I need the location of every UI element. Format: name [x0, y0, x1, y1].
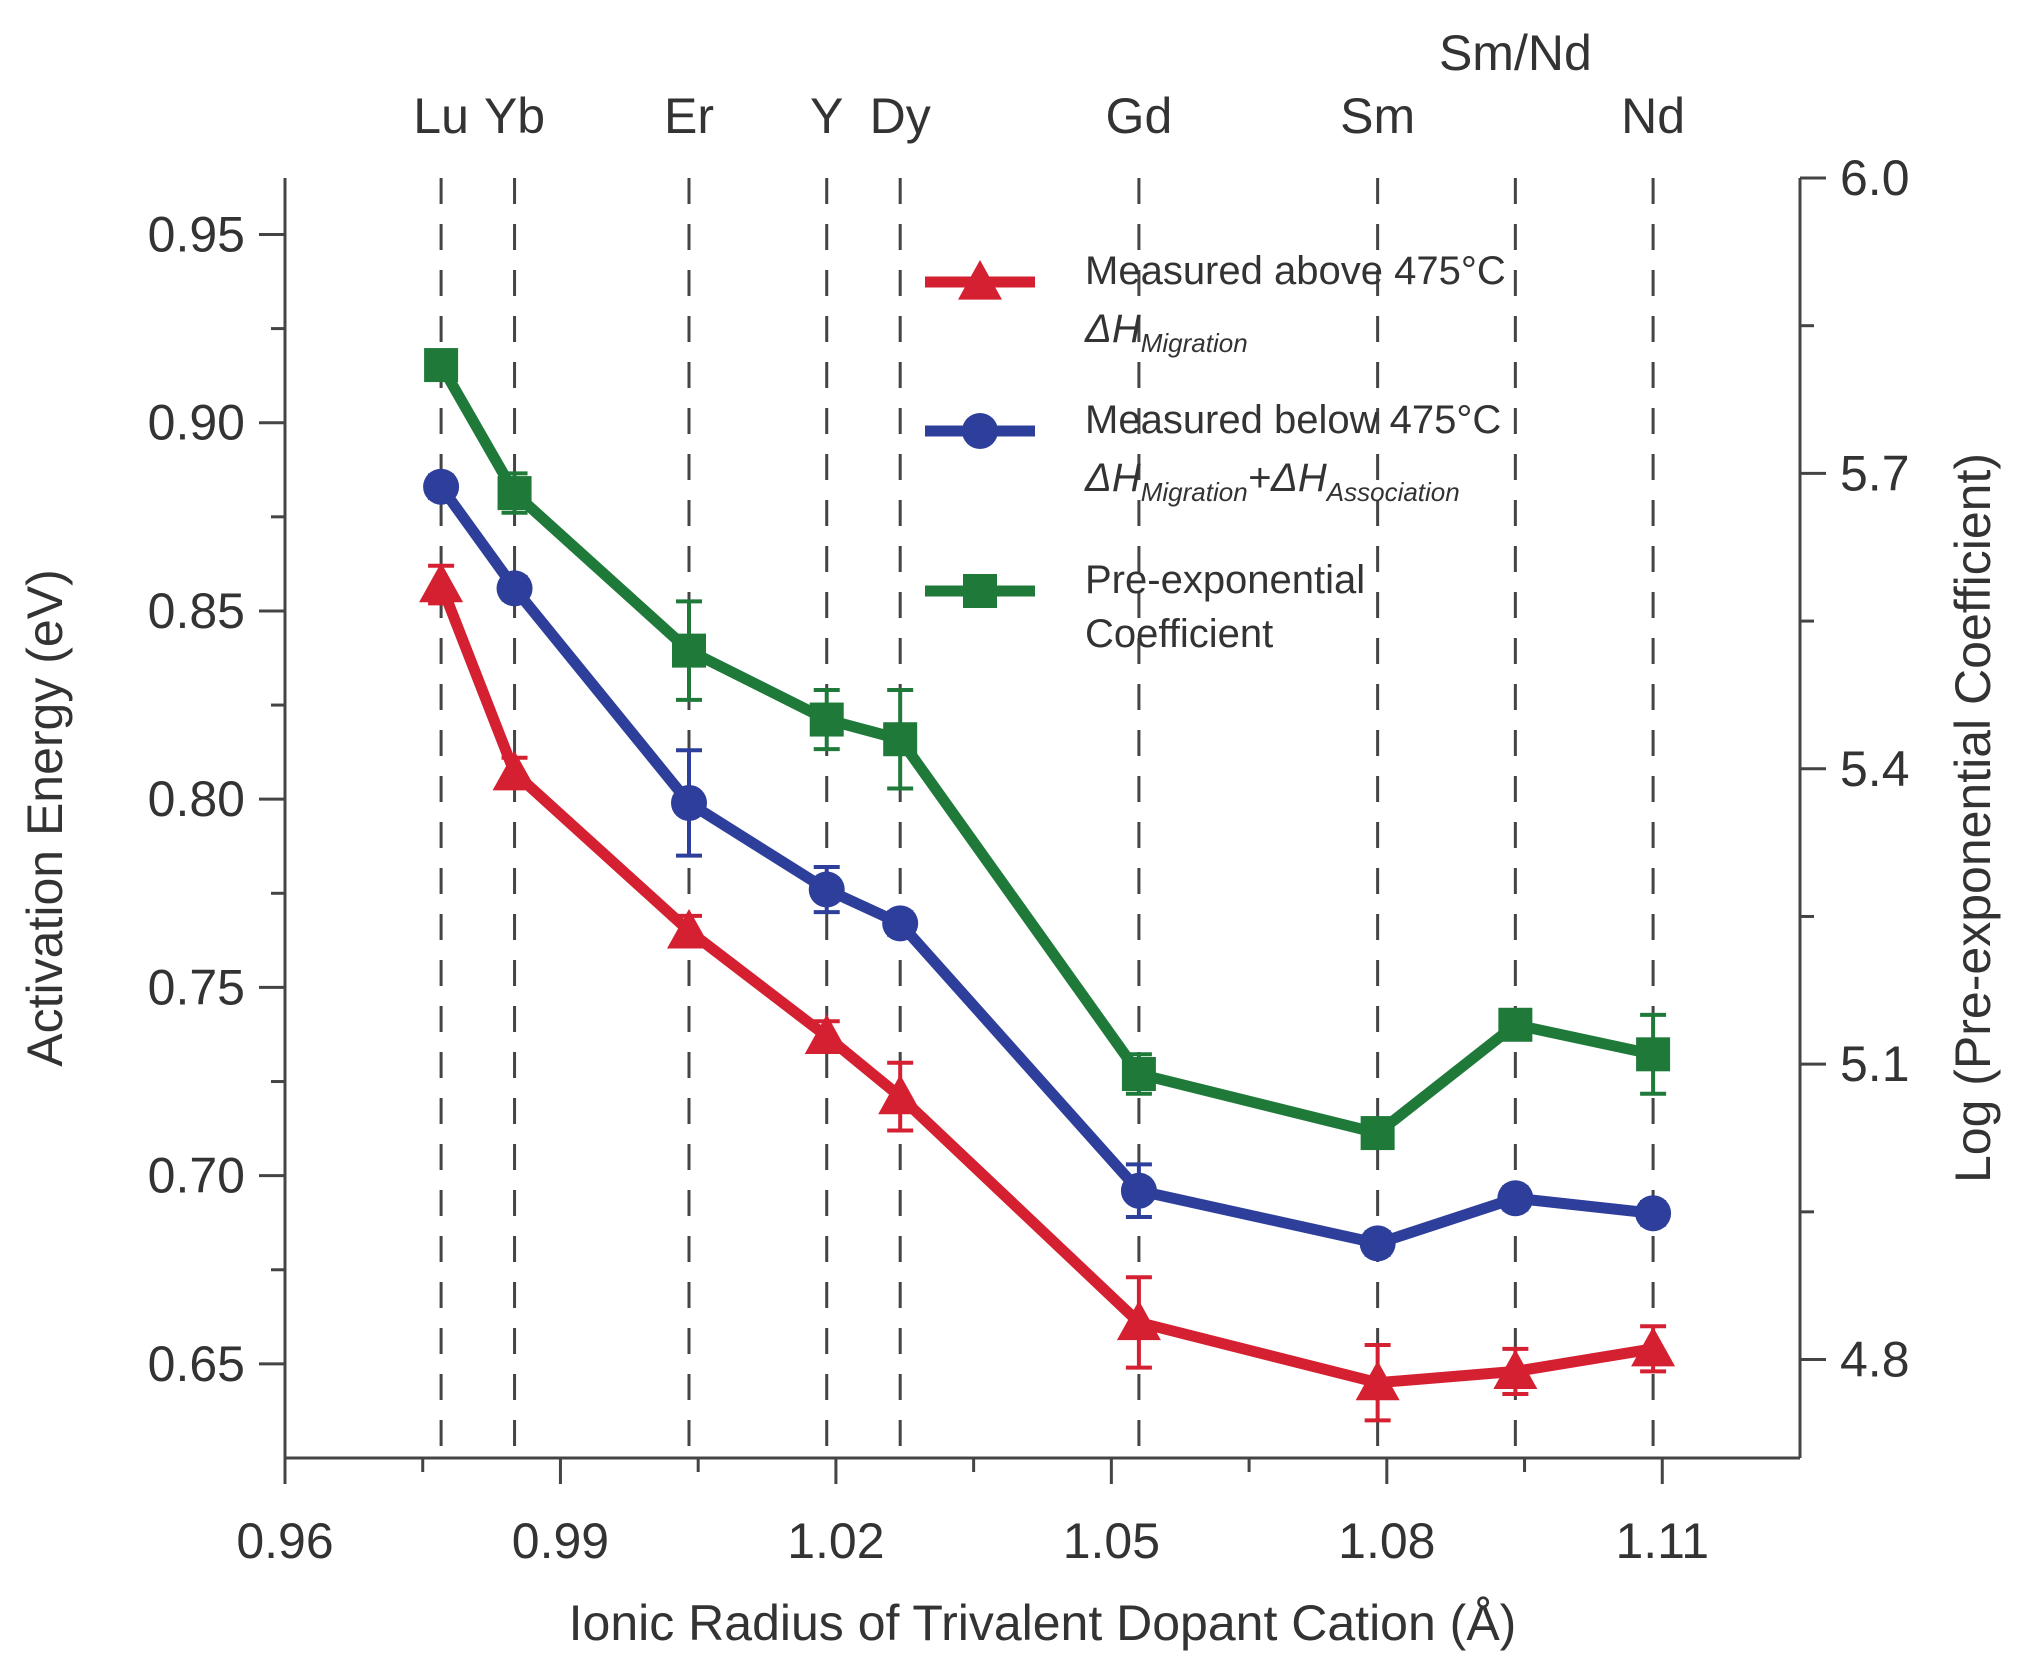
data-point-marker	[667, 908, 711, 949]
data-point-marker	[419, 562, 464, 603]
legend-item: Pre-exponential Coefficient	[925, 558, 1365, 656]
legend-item: Measured below 475°C ΔHMigration+ΔHAssoci…	[925, 398, 1501, 507]
data-point-marker	[423, 468, 460, 505]
series-layer	[419, 348, 1676, 1423]
data-point-marker	[492, 750, 537, 791]
data-point-marker	[1497, 1180, 1534, 1217]
dopant-label: Sm/Nd	[1439, 25, 1592, 81]
data-point-marker	[1121, 1057, 1156, 1091]
y-tick-label: 0.65	[148, 1336, 245, 1392]
legend-label: Coefficient	[1085, 612, 1273, 656]
data-point-marker	[672, 633, 706, 668]
dopant-label: Y	[810, 88, 843, 144]
dopant-label: Sm	[1340, 88, 1415, 144]
dopant-label: Yb	[484, 88, 545, 144]
x-tick-label: 0.99	[512, 1513, 609, 1569]
data-point-marker	[958, 260, 1002, 300]
data-point-marker	[808, 871, 845, 908]
data-point-marker	[1635, 1195, 1672, 1232]
x-tick-label: 1.08	[1338, 1513, 1435, 1569]
legend-sublabel: ΔHMigration	[1084, 307, 1248, 358]
data-point-marker	[1360, 1116, 1395, 1151]
x-tick-label: 1.02	[787, 1513, 884, 1569]
y2-tick-label: 6.0	[1840, 150, 1910, 206]
y-tick-label: 0.90	[148, 395, 245, 451]
data-point-marker	[671, 784, 707, 821]
dopant-label: Gd	[1106, 88, 1173, 144]
y-tick-label: 0.70	[148, 1148, 245, 1204]
legend-sublabel: ΔHMigration+ΔHAssociation	[1084, 456, 1460, 507]
data-point-marker	[497, 476, 532, 511]
data-point-marker	[804, 1014, 849, 1054]
data-point-marker	[1120, 1172, 1157, 1209]
data-point-marker	[882, 905, 919, 942]
data-point-marker	[1498, 1007, 1533, 1042]
y-tick-label: 0.85	[148, 583, 245, 639]
data-point-marker	[878, 1074, 923, 1115]
y-tick-label: 0.75	[148, 959, 245, 1015]
data-point-marker	[809, 702, 844, 737]
data-point-marker	[963, 574, 997, 608]
data-point-marker	[1493, 1349, 1538, 1390]
series-1	[419, 562, 1676, 1423]
data-point-marker	[1636, 1037, 1671, 1072]
y-tick-label: 0.95	[148, 206, 245, 262]
data-point-marker	[424, 348, 459, 383]
dopant-guides	[439, 178, 1655, 1458]
y2-axis-title: Log (Pre-exponential Coefficient)	[1945, 453, 2001, 1183]
x-tick-label: 1.11	[1615, 1513, 1709, 1569]
data-point-marker	[1631, 1326, 1676, 1367]
y2-tick-label: 5.4	[1840, 741, 1910, 797]
y2-tick-label: 5.7	[1840, 445, 1910, 501]
data-point-marker	[1359, 1225, 1396, 1262]
data-point-marker	[1355, 1360, 1400, 1401]
y2-tick-label: 4.8	[1840, 1332, 1910, 1388]
series-line	[436, 362, 1655, 1139]
x-axis-title: Ionic Radius of Trivalent Dopant Cation …	[569, 1595, 1517, 1651]
legend-item: Measured above 475°C ΔHMigration	[925, 249, 1506, 358]
legend-label: Measured above 475°C	[1085, 249, 1506, 293]
dopant-label: Dy	[870, 88, 931, 144]
dopant-label: Lu	[413, 88, 469, 144]
legend: Measured above 475°CΔHMigrationMeasured …	[925, 249, 1506, 656]
y2-tick-label: 5.1	[1840, 1036, 1910, 1092]
data-point-marker	[962, 413, 998, 449]
series-2	[423, 468, 1672, 1262]
data-point-marker	[496, 570, 533, 607]
x-tick-label: 0.96	[236, 1513, 333, 1569]
x-tick-label: 1.05	[1063, 1513, 1160, 1569]
y-tick-label: 0.80	[148, 771, 245, 827]
legend-label: Measured below 475°C	[1085, 398, 1501, 442]
y-axis-title: Activation Energy (eV)	[17, 569, 73, 1066]
legend-label: Pre-exponential	[1085, 558, 1365, 602]
series-line	[435, 582, 1654, 1389]
data-point-marker	[1116, 1300, 1161, 1341]
axes: 0.96 0.99 1.02 1.05 1.08 1.11 0.65 0.70 0.75 0.80…	[17, 25, 2001, 1651]
dopant-label: Er	[664, 88, 714, 144]
series-3	[424, 348, 1671, 1151]
dopant-label: Nd	[1621, 88, 1685, 144]
data-point-marker	[883, 722, 918, 757]
